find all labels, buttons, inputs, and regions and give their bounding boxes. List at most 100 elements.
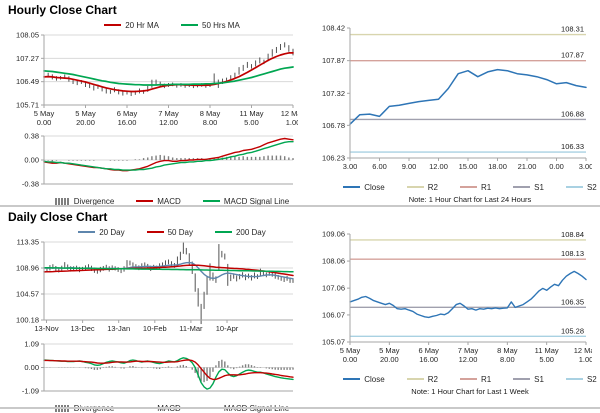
svg-text:108.05: 108.05 (16, 31, 39, 40)
daily-chart-title: Daily Close Chart (8, 210, 108, 224)
svg-text:5 May: 5 May (34, 109, 55, 118)
svg-text:12 May: 12 May (281, 109, 298, 118)
svg-text:0.00: 0.00 (24, 363, 39, 372)
line-swatch-icon (78, 231, 96, 233)
svg-text:8.00: 8.00 (203, 118, 218, 127)
svg-text:13-Jan: 13-Jan (107, 324, 130, 333)
legend-item-s1: S1 (513, 375, 544, 384)
svg-text:1.00: 1.00 (579, 355, 592, 364)
legend-label: S1 (534, 182, 544, 192)
line-swatch-icon (406, 378, 424, 380)
svg-text:13-Dec: 13-Dec (71, 324, 95, 333)
svg-text:9.00: 9.00 (402, 162, 417, 171)
line-swatch-icon (181, 24, 198, 26)
svg-text:15.00: 15.00 (459, 162, 478, 171)
hourly_close-legend: 20 Hr MA 50 Hrs MA (42, 19, 302, 31)
legend-label: Close (364, 374, 385, 384)
svg-text:108.13: 108.13 (561, 249, 584, 258)
weekly-pivot-panel: 109.06 108.06 107.06 106.07 105.07 108.84 108.… (310, 228, 598, 397)
legend-label: S2 (586, 374, 597, 384)
hourly_macd-legend: Divergence MACD MACD Signal Line (42, 195, 302, 207)
svg-text:107.27: 107.27 (16, 54, 39, 63)
line-swatch-icon (343, 378, 361, 380)
legend-item-macd: MACD (136, 197, 181, 206)
svg-text:12.00: 12.00 (459, 355, 478, 364)
hourly-close-panel: Hourly Close Chart 20 Hr MA 50 Hrs MA 108.… (6, 3, 306, 207)
bottom-divider (0, 407, 600, 409)
svg-text:107.87: 107.87 (322, 56, 345, 65)
line-swatch-icon (513, 378, 531, 380)
hourly-pivot-panel: 108.42 107.87 107.32 106.78 106.23 108.31 107.… (310, 20, 597, 205)
svg-text:105.71: 105.71 (16, 101, 39, 110)
section-divider (0, 205, 600, 207)
line-swatch-icon (406, 186, 424, 188)
line-swatch-icon (104, 24, 122, 26)
hourly_pivot_24h-note: Note: 1 Hour Chart for Last 24 Hours (408, 195, 532, 204)
svg-text:8 May: 8 May (497, 346, 518, 355)
svg-text:11-Mar: 11-Mar (179, 324, 203, 333)
legend-label: 20 Day (99, 227, 125, 237)
legend-label: 50 Day (167, 227, 193, 237)
svg-text:11 May: 11 May (239, 109, 263, 118)
svg-text:108.31: 108.31 (561, 25, 584, 34)
svg-text:21.00: 21.00 (518, 162, 537, 171)
weekly-pivot-chart: 109.06 108.06 107.06 106.07 105.07 108.84 108.… (310, 228, 598, 397)
svg-text:10-Feb: 10-Feb (143, 324, 167, 333)
svg-text:106.35: 106.35 (561, 297, 584, 306)
legend-item-r1: R1 (459, 183, 491, 192)
bars-swatch-icon (54, 197, 70, 205)
svg-text:3.00: 3.00 (579, 162, 592, 171)
svg-text:0.00: 0.00 (37, 118, 52, 127)
svg-text:100.18: 100.18 (16, 316, 39, 325)
svg-text:106.78: 106.78 (322, 121, 345, 130)
hourly-chart-title: Hourly Close Chart (8, 3, 117, 17)
svg-text:20.00: 20.00 (380, 355, 399, 364)
svg-text:1.00: 1.00 (286, 118, 298, 127)
hourly-macd-chart: 0.38 0.00 -0.38 Divergence MACD MACD Signal L… (6, 132, 302, 207)
legend-label: S1 (534, 374, 544, 384)
svg-text:108.06: 108.06 (322, 257, 345, 266)
line-swatch-icon (146, 231, 164, 233)
svg-text:-1.09: -1.09 (22, 387, 39, 396)
svg-text:0.38: 0.38 (24, 132, 39, 141)
legend-label: R1 (480, 374, 492, 384)
legend-item-macd-signal-line: MACD Signal Line (202, 197, 289, 206)
legend-item-50-hrs-ma: 50 Hrs MA (181, 21, 240, 30)
line-swatch-icon (565, 186, 583, 188)
svg-text:8.00: 8.00 (500, 355, 515, 364)
svg-text:7 May: 7 May (458, 346, 479, 355)
legend-item-200-day: 200 Day (214, 228, 266, 237)
line-swatch-icon (214, 231, 232, 233)
line-swatch-icon (202, 200, 220, 202)
legend-item-s2: S2 (565, 374, 597, 384)
legend-item-divergence: Divergence (54, 197, 114, 206)
hourly_pivot_1w-note: Note: 1 Hour Chart for Last 1 Week (411, 387, 529, 396)
svg-text:10-Apr: 10-Apr (216, 324, 239, 333)
legend-label: MACD (157, 196, 181, 206)
hourly_macd-plot: 0.38 0.00 -0.38 (22, 132, 294, 189)
svg-text:5 May: 5 May (75, 109, 96, 118)
hourly_pivot_24h-legend: Close R2 R1 S1 S2 (343, 181, 597, 193)
daily-close-panel: Daily Close Chart 20 Day 50 Day 200 Day 113… (6, 210, 302, 413)
legend-item-r2: R2 (406, 183, 438, 192)
legend-item-r2: R2 (406, 374, 438, 384)
svg-text:109.06: 109.06 (322, 230, 345, 239)
svg-text:1.09: 1.09 (24, 340, 39, 349)
line-swatch-icon (459, 186, 477, 188)
legend-item-20-hr-ma: 20 Hr MA (104, 21, 159, 30)
line-swatch-icon (136, 200, 154, 202)
hourly-pivot-chart: 108.42 107.87 107.32 106.78 106.23 108.31 107.… (310, 20, 597, 205)
svg-text:105.28: 105.28 (561, 326, 584, 335)
legend-item-close: Close (343, 183, 385, 192)
svg-text:5.00: 5.00 (539, 355, 554, 364)
legend-label: R2 (427, 374, 438, 384)
svg-text:107.87: 107.87 (561, 51, 584, 60)
svg-text:106.88: 106.88 (561, 109, 584, 118)
svg-text:12.00: 12.00 (159, 118, 178, 127)
svg-text:16.00: 16.00 (118, 118, 137, 127)
hourly_pivot_1w-plot: 109.06 108.06 107.06 106.07 105.07 108.84 108.… (322, 230, 598, 365)
svg-text:107.32: 107.32 (322, 89, 345, 98)
line-swatch-icon (343, 186, 361, 188)
svg-text:3.00: 3.00 (343, 162, 358, 171)
svg-text:108.42: 108.42 (322, 24, 345, 33)
